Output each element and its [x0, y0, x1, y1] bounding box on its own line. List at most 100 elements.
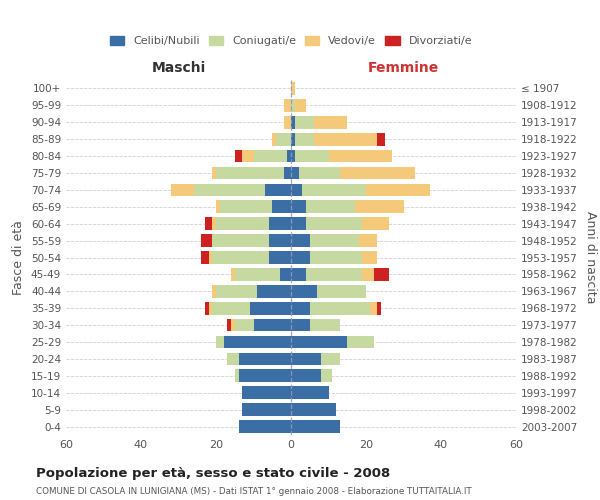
Bar — [302, 184, 366, 196]
Bar — [366, 184, 430, 196]
Bar — [362, 218, 389, 230]
Text: Maschi: Maschi — [151, 61, 206, 75]
Bar — [209, 302, 212, 314]
Bar — [239, 370, 291, 382]
Bar — [287, 150, 291, 162]
Bar — [359, 234, 377, 247]
Bar — [212, 285, 216, 298]
Bar — [227, 352, 239, 366]
Bar — [310, 251, 362, 264]
Bar — [201, 251, 209, 264]
Bar — [291, 268, 306, 280]
Bar — [284, 166, 291, 179]
Bar — [321, 370, 332, 382]
Text: COMUNE DI CASOLA IN LUNIGIANA (MS) - Dati ISTAT 1° gennaio 2008 - Elaborazione T: COMUNE DI CASOLA IN LUNIGIANA (MS) - Dat… — [36, 488, 472, 496]
Bar — [362, 268, 373, 280]
Bar — [280, 268, 291, 280]
Bar — [220, 200, 272, 213]
Bar — [291, 218, 306, 230]
Bar — [306, 218, 362, 230]
Bar — [284, 116, 291, 128]
Bar — [295, 99, 306, 112]
Bar — [295, 133, 314, 145]
Bar — [310, 302, 370, 314]
Bar — [272, 133, 276, 145]
Bar — [231, 319, 235, 332]
Bar — [329, 150, 392, 162]
Bar — [227, 319, 231, 332]
Text: Popolazione per età, sesso e stato civile - 2008: Popolazione per età, sesso e stato civil… — [36, 468, 390, 480]
Bar — [306, 200, 355, 213]
Bar — [216, 285, 257, 298]
Bar — [235, 319, 254, 332]
Bar — [291, 386, 329, 399]
Bar — [201, 234, 212, 247]
Bar — [295, 116, 314, 128]
Bar — [362, 251, 377, 264]
Bar — [235, 370, 239, 382]
Bar — [291, 420, 340, 433]
Bar — [321, 352, 340, 366]
Bar — [340, 166, 415, 179]
Bar — [291, 302, 310, 314]
Bar — [291, 82, 295, 95]
Bar — [254, 319, 291, 332]
Bar — [212, 166, 216, 179]
Bar — [212, 218, 216, 230]
Bar — [272, 200, 291, 213]
Bar — [291, 166, 299, 179]
Bar — [235, 268, 280, 280]
Bar — [291, 404, 336, 416]
Bar — [295, 150, 329, 162]
Bar — [291, 234, 310, 247]
Bar — [171, 184, 193, 196]
Bar — [216, 218, 269, 230]
Bar — [291, 319, 310, 332]
Bar — [205, 302, 209, 314]
Bar — [310, 234, 359, 247]
Bar — [269, 251, 291, 264]
Y-axis label: Fasce di età: Fasce di età — [13, 220, 25, 295]
Bar — [257, 285, 291, 298]
Bar — [291, 99, 295, 112]
Bar — [212, 302, 250, 314]
Bar — [209, 251, 212, 264]
Bar — [370, 302, 377, 314]
Bar — [377, 302, 381, 314]
Bar — [291, 352, 321, 366]
Bar — [314, 116, 347, 128]
Bar — [242, 404, 291, 416]
Bar — [291, 184, 302, 196]
Bar — [355, 200, 404, 213]
Bar — [235, 150, 242, 162]
Bar — [216, 336, 223, 348]
Legend: Celibi/Nubili, Coniugati/e, Vedovi/e, Divorziati/e: Celibi/Nubili, Coniugati/e, Vedovi/e, Di… — [107, 32, 475, 50]
Bar — [212, 251, 269, 264]
Bar — [269, 218, 291, 230]
Bar — [314, 133, 377, 145]
Bar — [250, 302, 291, 314]
Bar — [254, 150, 287, 162]
Bar — [239, 352, 291, 366]
Bar — [216, 166, 284, 179]
Bar — [284, 99, 291, 112]
Bar — [242, 386, 291, 399]
Bar — [317, 285, 366, 298]
Bar — [276, 133, 291, 145]
Bar — [306, 268, 362, 280]
Bar — [242, 150, 254, 162]
Bar — [205, 218, 212, 230]
Bar — [291, 285, 317, 298]
Bar — [212, 234, 269, 247]
Bar — [291, 200, 306, 213]
Bar — [269, 234, 291, 247]
Bar — [291, 133, 295, 145]
Bar — [377, 133, 385, 145]
Bar — [239, 420, 291, 433]
Bar — [310, 319, 340, 332]
Y-axis label: Anni di nascita: Anni di nascita — [584, 211, 597, 304]
Bar — [299, 166, 340, 179]
Bar — [216, 200, 220, 213]
Bar — [373, 268, 389, 280]
Bar — [223, 336, 291, 348]
